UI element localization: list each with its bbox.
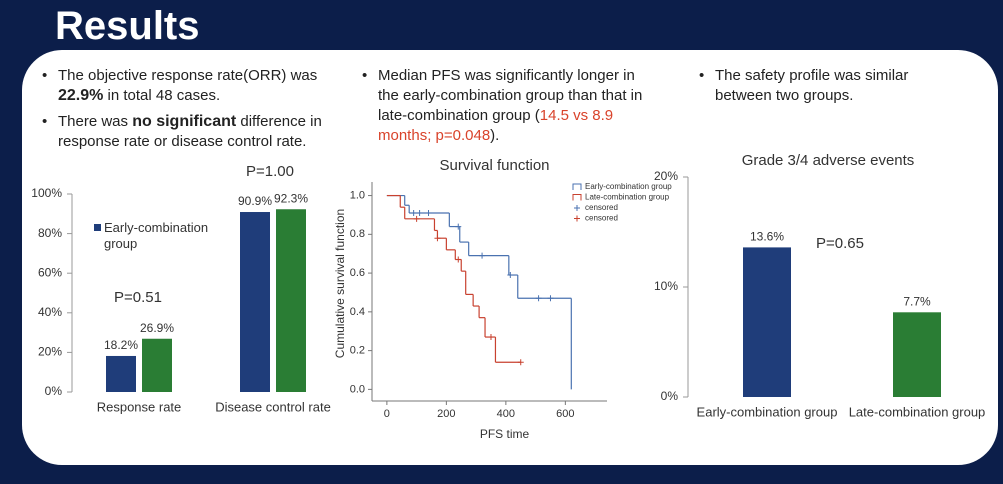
y-tick-label: 0.6 [350,267,365,279]
bullet-column: The safety profile was similar between t… [697,66,927,112]
y-tick-label: 0% [661,389,679,403]
bullet-column: Median PFS was significantly longer in t… [360,66,650,152]
y-tick-label: 80% [38,226,62,240]
bullet: The safety profile was similar between t… [697,66,927,106]
bullet-text: 14.5 vs 8.9 months; p=0.048 [378,107,614,144]
x-axis-label: PFS time [480,427,530,441]
x-tick-label: 400 [497,408,515,420]
y-tick-label: 40% [38,305,62,319]
bullet-text: difference in response rate or disease c… [58,113,322,150]
x-tick-label: Response rate [97,399,182,414]
bar [106,355,136,392]
legend-symbol [572,194,582,201]
y-tick-label: 0.2 [350,345,365,357]
annotation: P=0.51 [114,289,162,306]
y-axis-label: Cumulative survival function [333,209,347,358]
censor-mark [455,256,462,263]
censor-mark [455,223,462,230]
censor-mark [425,210,432,217]
slide-title: Results [55,4,200,48]
bullet-text: 22.9% [58,87,104,104]
censor-mark [416,210,423,217]
censor-mark [507,272,514,279]
bullet-text: in total 48 cases. [103,87,221,104]
y-tick-label: 20% [654,169,678,183]
censor-mark [434,235,441,242]
bullet-text: The objective response rate(ORR) was [58,67,318,84]
bullet: There was no significant difference in r… [40,112,340,152]
legend-label: Early-combination group [104,220,209,251]
bar [276,209,306,392]
legend-symbol [574,215,580,222]
legend-label: Early-combination group [585,182,672,191]
x-tick-label: Early-combination group [697,404,838,419]
legend-symbol [572,183,582,190]
bullet-text: no significant [132,113,237,130]
bullet: Median PFS was significantly longer in t… [360,66,650,146]
bar [142,338,172,392]
y-tick-label: 0.0 [350,383,365,395]
value-label: 26.9% [140,321,174,335]
legend-label: censored [585,214,618,223]
y-tick-label: 20% [38,345,62,359]
x-tick-label: Late-combination group [849,404,986,419]
x-tick-label: 0 [384,408,390,420]
bullet-text: The safety profile was similar between t… [715,67,909,104]
bullet: The objective response rate(ORR) was 22.… [40,66,340,106]
legend-label: Late-combination group [585,193,670,202]
chart-title: Survival function [439,157,549,174]
censor-mark [535,295,542,302]
bullet-text: Median PFS was significantly longer in t… [378,67,643,124]
chart-title: Grade 3/4 adverse events [742,152,915,169]
y-tick-label: 10% [654,279,678,293]
value-label: 13.6% [750,230,784,244]
value-label: 90.9% [238,194,272,208]
y-tick-label: 100% [31,186,62,200]
bullet-text: There was [58,113,133,130]
bar [893,312,941,397]
legend-swatch [94,224,101,231]
annotation: P=1.00 [246,163,294,180]
y-tick-label: 1.0 [350,189,365,201]
annotation: P=0.65 [816,235,864,252]
censor-mark [413,215,420,222]
censor-mark [479,252,486,259]
y-tick-label: 0.8 [350,228,365,240]
censor-mark [410,210,417,217]
bullet-text: ). [490,127,500,144]
y-tick-label: 60% [38,265,62,279]
censor-mark [487,334,494,341]
y-tick-label: 0.4 [350,306,365,318]
legend-label: censored [585,203,618,212]
y-tick-label: 0% [45,384,63,398]
x-tick-label: 200 [437,408,455,420]
bar [743,247,791,397]
bullet-column: The objective response rate(ORR) was 22.… [40,66,340,158]
x-tick-label: 600 [556,408,574,420]
bar [240,212,270,392]
legend-symbol [574,205,580,211]
value-label: 92.3% [274,191,308,205]
censor-mark [517,359,524,366]
value-label: 18.2% [104,338,138,352]
censor-mark [547,295,554,302]
value-label: 7.7% [903,294,931,308]
x-tick-label: Disease control rate [215,399,331,414]
